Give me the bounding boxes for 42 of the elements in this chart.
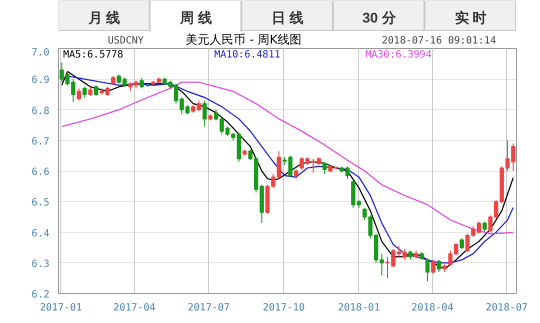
candlestick bbox=[202, 100, 207, 128]
candlestick bbox=[482, 221, 487, 233]
x-tick-label: 2017-10 bbox=[262, 302, 305, 314]
text: 周 线 bbox=[178, 10, 212, 26]
text: 日 线 bbox=[272, 10, 304, 26]
text: MA10:6.4811 bbox=[214, 50, 280, 60]
y-tick-label: 6.5 bbox=[31, 198, 50, 209]
text: MA30:6.3994 bbox=[365, 50, 432, 60]
candlestick bbox=[460, 238, 464, 250]
x-tick-label: 2017-04 bbox=[113, 302, 156, 314]
candlestick bbox=[88, 86, 92, 96]
text: 30 分 bbox=[362, 10, 397, 26]
x-tick-label: 2018-01 bbox=[338, 302, 380, 314]
text: USDCNY bbox=[108, 36, 144, 46]
candlestick bbox=[322, 161, 327, 175]
candlestick bbox=[408, 250, 412, 260]
candlestick bbox=[431, 259, 436, 274]
y-tick-label: 6.6 bbox=[31, 167, 50, 178]
x-tick-label: 2018-04 bbox=[411, 302, 454, 314]
candlestick bbox=[294, 168, 298, 180]
y-tick-label: 6.3 bbox=[31, 258, 50, 270]
candlestick bbox=[111, 76, 116, 86]
series-label: MA5:6.5778 bbox=[63, 50, 124, 60]
line-series bbox=[61, 82, 514, 234]
candlestick bbox=[436, 259, 442, 273]
text: 月 线 bbox=[87, 10, 120, 26]
x-tick-label: 2018-07 bbox=[486, 302, 528, 314]
x-tick-label: 2017-07 bbox=[188, 302, 230, 314]
chart-title: 美元人民币 - 周K线图 bbox=[186, 32, 302, 46]
text: 实 时 bbox=[454, 10, 487, 26]
y-tick-label: 6.9 bbox=[31, 75, 50, 86]
candlestick bbox=[425, 258, 430, 282]
y-tick-label: 6.2 bbox=[31, 290, 50, 300]
candlestick bbox=[82, 86, 87, 98]
x-tick-label: 2017-01 bbox=[40, 302, 82, 314]
text: 2018-07-16 09:01:14 bbox=[382, 36, 496, 46]
y-tick-label: 7.0 bbox=[31, 48, 50, 58]
candlestick bbox=[76, 88, 82, 102]
y-tick-label: 6.4 bbox=[31, 228, 50, 240]
y-tick-label: 6.7 bbox=[31, 136, 50, 148]
candlestick bbox=[94, 84, 98, 96]
y-tick-label: 6.8 bbox=[31, 106, 50, 117]
